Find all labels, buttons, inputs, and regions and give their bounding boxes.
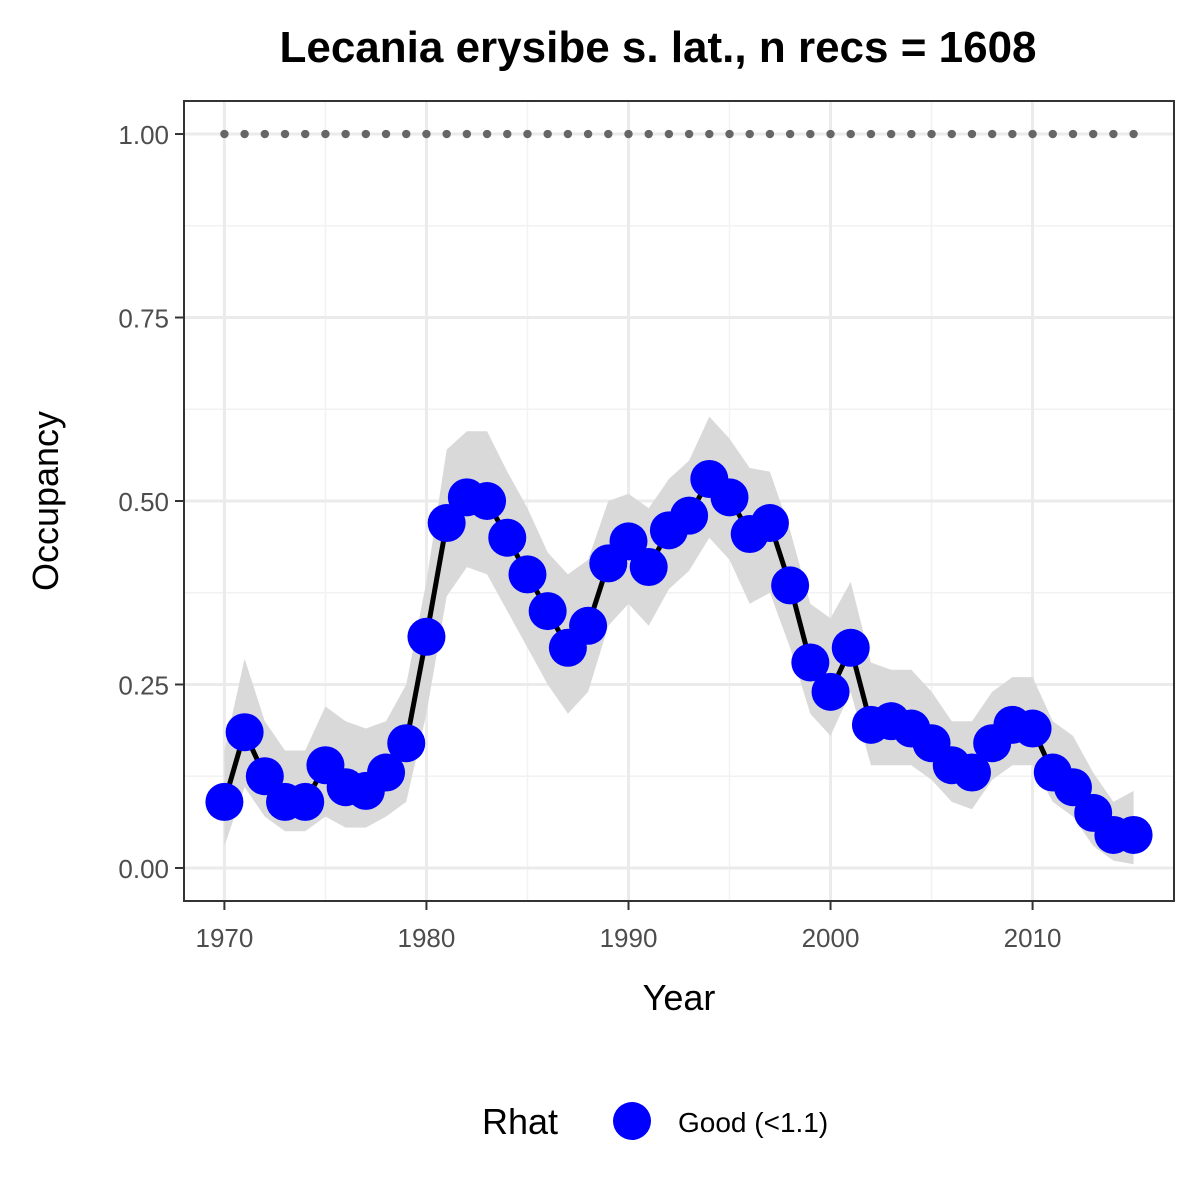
reference-line-dot [442, 129, 451, 139]
data-point [609, 522, 648, 561]
y-tick-label: 1.00 [118, 120, 169, 150]
reference-line-dot [523, 129, 532, 139]
data-point [1013, 709, 1052, 748]
reference-line-dot [583, 129, 593, 139]
y-tick-label: 0.25 [118, 670, 169, 700]
y-axis-title: Occupancy [25, 411, 66, 591]
reference-line-dot [765, 129, 775, 139]
reference-line-dot [301, 129, 310, 139]
data-point [670, 496, 709, 535]
data-point [831, 628, 870, 667]
legend-entry-label: Good (<1.1) [678, 1107, 828, 1138]
reference-line-dot [1008, 129, 1017, 139]
reference-line-layer [220, 129, 1138, 139]
x-tick-label: 1970 [195, 923, 253, 953]
x-tick-label: 2000 [802, 923, 860, 953]
reference-line-dot [563, 129, 573, 139]
reference-line-dot [604, 129, 613, 139]
reference-line-dot [1088, 129, 1098, 139]
reference-line-dot [907, 129, 916, 139]
data-point [629, 548, 668, 587]
data-point [407, 617, 446, 656]
reference-line-dot [987, 129, 997, 139]
reference-line-dot [1028, 129, 1037, 139]
data-point [205, 782, 244, 821]
reference-line-dot [462, 129, 472, 139]
reference-line-dot [1048, 129, 1057, 139]
reference-line-dot [240, 129, 249, 139]
data-point [771, 566, 810, 605]
reference-line-dot [624, 129, 633, 139]
data-point [225, 713, 264, 752]
data-point [710, 478, 749, 517]
data-point [468, 482, 507, 520]
reference-line-dot [1109, 129, 1118, 139]
reference-line-dot [260, 129, 270, 139]
reference-line-dot [866, 129, 876, 139]
data-point [750, 504, 789, 543]
reference-line-dot [220, 129, 229, 139]
reference-line-dot [482, 129, 492, 139]
data-point [387, 724, 426, 763]
reference-line-dot [725, 129, 734, 139]
data-point-layer [205, 459, 1153, 854]
data-point [286, 782, 325, 821]
legend: Rhat Good (<1.1) [482, 1101, 828, 1142]
legend-key-dot [613, 1102, 651, 1140]
reference-line-dot [543, 129, 552, 139]
data-point [791, 643, 830, 682]
reference-line-dot [1129, 129, 1138, 139]
y-tick-label: 0.75 [118, 304, 169, 334]
data-point [811, 672, 850, 711]
reference-line-dot [705, 129, 714, 139]
reference-line-dot [280, 129, 290, 139]
reference-line-dot [947, 129, 956, 139]
data-point [367, 753, 406, 792]
data-point [245, 757, 284, 796]
reference-line-dot [967, 129, 977, 139]
reference-line-dot [402, 129, 411, 139]
data-point [488, 518, 527, 557]
reference-line-dot [361, 129, 371, 139]
data-point [1114, 815, 1153, 854]
reference-line-dot [927, 129, 936, 139]
reference-line-dot [664, 129, 674, 139]
x-tick-label: 2010 [1004, 923, 1062, 953]
reference-line-dot [745, 129, 754, 139]
y-tick-label: 0.50 [118, 487, 169, 517]
y-axis-ticks: 0.00 0.25 0.50 0.75 1.00 [118, 120, 184, 884]
x-tick-label: 1980 [398, 923, 456, 953]
reference-line-dot [503, 129, 512, 139]
data-point [952, 753, 991, 792]
reference-line-dot [684, 129, 694, 139]
data-point [528, 592, 567, 631]
reference-line-dot [806, 129, 815, 139]
y-tick-label: 0.00 [118, 854, 169, 884]
reference-line-dot [321, 129, 330, 139]
data-point [427, 504, 466, 543]
reference-line-dot [886, 129, 896, 139]
reference-line-dot [644, 129, 653, 139]
chart-title: Lecania erysibe s. lat., n recs = 1608 [279, 23, 1036, 72]
x-axis-title: Year [643, 977, 716, 1018]
x-tick-label: 1990 [600, 923, 658, 953]
reference-line-dot [785, 129, 795, 139]
reference-line-dot [846, 129, 855, 139]
legend-title: Rhat [482, 1101, 558, 1142]
data-point [1053, 768, 1092, 807]
x-axis-ticks: 1970 1980 1990 2000 2010 [195, 901, 1061, 953]
reference-line-dot [826, 129, 835, 139]
reference-line-dot [341, 129, 350, 139]
reference-line-dot [422, 129, 431, 139]
data-point [569, 606, 608, 645]
data-point [508, 555, 547, 594]
reference-line-dot [381, 129, 391, 139]
reference-line-dot [1068, 129, 1078, 139]
